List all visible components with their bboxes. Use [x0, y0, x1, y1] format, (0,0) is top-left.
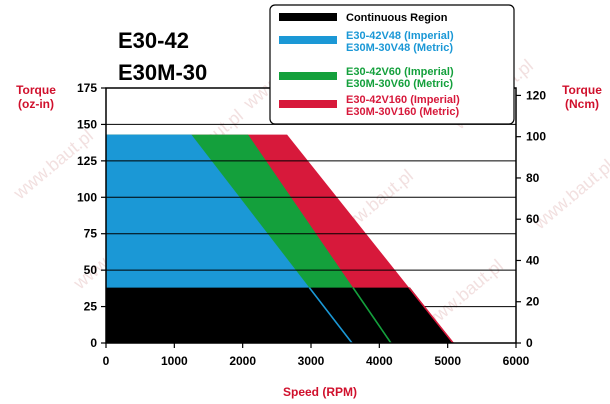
right-tick-label: 20	[526, 295, 540, 309]
left-tick-label: 175	[77, 81, 97, 95]
legend-swatch	[279, 72, 337, 80]
torque-areas	[106, 134, 454, 343]
left-tick-label: 0	[90, 336, 97, 350]
model-title-line1: E30-42	[118, 28, 189, 53]
x-tick-label: 3000	[298, 354, 325, 368]
legend-label: Continuous Region	[346, 12, 448, 24]
x-tick-label: 1000	[161, 354, 188, 368]
continuous-boundary-lines	[308, 287, 454, 344]
x-tick-label: 0	[103, 354, 110, 368]
left-tick-label: 150	[77, 117, 97, 131]
right-tick-label: 40	[526, 253, 540, 267]
legend-label: E30-42V48 (Imperial)	[346, 30, 454, 42]
curve-extension-line	[352, 287, 392, 344]
left-axis-label-line1: Torque	[16, 83, 56, 97]
left-axis-label-line2: (oz-in)	[18, 97, 54, 111]
x-tick-label: 2000	[229, 354, 256, 368]
right-tick-label: 60	[526, 212, 540, 226]
right-axis-label-line1: Torque	[562, 83, 602, 97]
left-tick-label: 75	[84, 227, 98, 241]
x-tick-label: 6000	[503, 354, 530, 368]
legend-box	[269, 4, 515, 125]
legend-label-metric: E30M-30V48 (Metric)	[346, 42, 453, 54]
watermark-text: www.baut.pl	[529, 155, 610, 233]
area-continuous-region	[106, 287, 454, 343]
right-tick-label: 0	[526, 336, 533, 350]
left-y-axis-ticks: 0 25 50 75 100 125 150 175	[77, 81, 106, 350]
right-axis-label-line2: (Ncm)	[565, 97, 599, 111]
legend-swatch	[279, 13, 337, 21]
model-title-line2: E30M-30	[118, 60, 207, 85]
x-tick-label: 4000	[366, 354, 393, 368]
legend-label-metric: E30M-30V60 (Metric)	[346, 78, 453, 90]
legend-label: E30-42V160 (Imperial)	[346, 94, 460, 106]
legend-label: E30-42V60 (Imperial)	[346, 66, 454, 78]
legend-label-metric: E30M-30V160 (Metric)	[346, 106, 459, 118]
x-axis-ticks: 0 1000 2000 3000 4000 5000 6000	[103, 343, 530, 368]
curve-extension-line	[408, 287, 454, 344]
left-tick-label: 50	[84, 263, 98, 277]
left-tick-label: 125	[77, 154, 97, 168]
x-axis-label: Speed (RPM)	[283, 385, 357, 399]
x-tick-label: 5000	[434, 354, 461, 368]
legend-swatch	[279, 36, 337, 44]
left-tick-label: 100	[77, 190, 97, 204]
right-y-axis-ticks: 0 20 40 60 80 100 120	[516, 88, 546, 350]
right-tick-label: 100	[526, 130, 546, 144]
curve-extension-line	[308, 287, 353, 344]
right-tick-label: 120	[526, 88, 546, 102]
right-tick-label: 80	[526, 171, 540, 185]
legend-swatch	[279, 100, 337, 108]
left-tick-label: 25	[84, 300, 98, 314]
